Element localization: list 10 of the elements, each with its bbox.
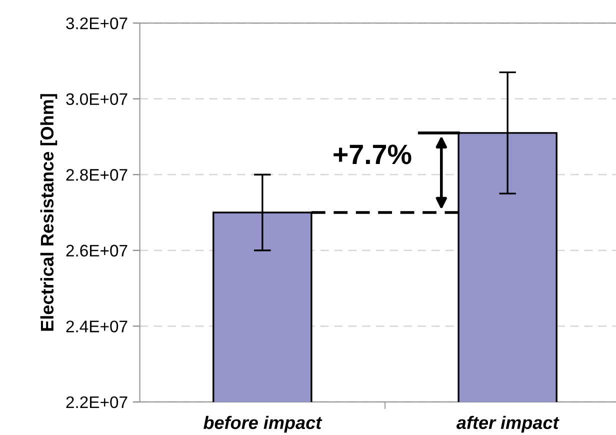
y-tick-label: 3.0E+07 xyxy=(66,93,128,106)
y-tick-label: 3.2E+07 xyxy=(66,17,128,30)
y-tick-label: 2.2E+07 xyxy=(66,396,128,408)
x-tick-label: before impact xyxy=(204,416,322,433)
annotation: +7.7% xyxy=(334,144,412,164)
y-axis-title: Electrical Resistance [Ohm] xyxy=(40,94,58,331)
x-tick-label: after impact xyxy=(456,416,560,433)
y-tick-label: 2.4E+07 xyxy=(66,320,128,332)
y-tick-label: 2.8E+07 xyxy=(66,169,128,181)
y-tick-label: 2.6E+07 xyxy=(66,244,128,257)
